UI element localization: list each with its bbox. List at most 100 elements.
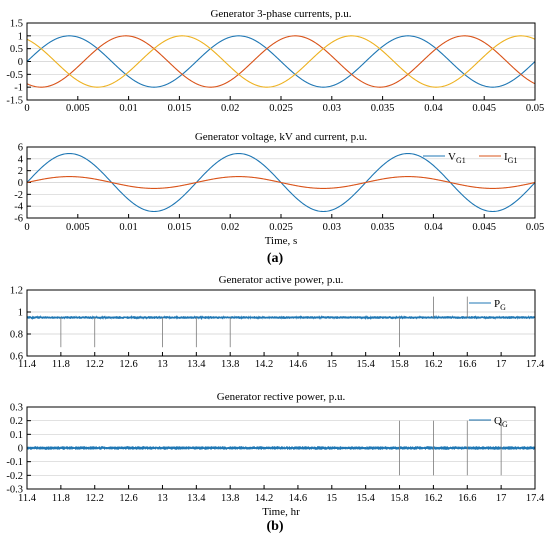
x-tick-label: 0.05 <box>526 222 544 233</box>
x-tick-label: 0.035 <box>371 103 395 114</box>
chart-title: Generator 3-phase currents, p.u. <box>210 8 351 20</box>
x-tick-label: 11.4 <box>18 493 37 504</box>
y-tick-label: 0 <box>18 57 23 68</box>
y-tick-label: -4 <box>14 202 23 213</box>
x-tick-label: 0.045 <box>472 103 496 114</box>
x-tick-label: 13.8 <box>221 359 239 370</box>
legend-label-subscript: G <box>500 303 506 312</box>
x-tick-label: 0.03 <box>323 222 341 233</box>
x-tick-label: 0.01 <box>119 222 137 233</box>
x-tick-label: 14.6 <box>289 493 307 504</box>
y-tick-label: -1.5 <box>6 96 23 107</box>
chart-2: Generator voltage, kV and current, p.u. -… <box>14 131 544 247</box>
x-axis-label: Time, hr <box>262 506 300 518</box>
x-tick-label: 15 <box>327 359 338 370</box>
y-tick-label: 6 <box>18 143 23 154</box>
y-tick-label: 1 <box>18 31 23 42</box>
x-tick-label: 0.03 <box>323 103 341 114</box>
series-line-1 <box>27 446 535 450</box>
chart-3: Generator active power, p.u. 0.6 0.8 1 1.2 11… <box>10 274 545 370</box>
x-tick-label: 11.8 <box>52 493 70 504</box>
plot-frame <box>26 146 536 219</box>
series-line-2 <box>27 176 535 189</box>
x-tick-label: 0.02 <box>221 103 239 114</box>
x-tick-label: 0.005 <box>66 103 90 114</box>
x-tick-label: 0.025 <box>269 222 293 233</box>
y-tick-label: -0.5 <box>6 70 23 81</box>
legend-label: IG1 <box>504 151 517 165</box>
x-tick-label: 16.2 <box>424 493 442 504</box>
x-tick-label: 14.2 <box>255 359 273 370</box>
chart-title: Generator voltage, kV and current, p.u. <box>195 131 368 143</box>
x-tick-label: 17.4 <box>526 493 545 504</box>
x-tick-label: 0.025 <box>269 103 293 114</box>
y-tick-label: 0.3 <box>10 403 23 414</box>
x-tick-label: 0.005 <box>66 222 90 233</box>
x-tick-label: 0 <box>24 222 29 233</box>
x-tick-label: 0.01 <box>119 103 137 114</box>
x-tick-label: 14.2 <box>255 493 273 504</box>
legend-label-subscript: G1 <box>508 156 518 165</box>
y-tick-label: 0.8 <box>10 330 23 341</box>
plot-frame <box>26 406 536 490</box>
plot-area <box>27 35 535 88</box>
chart-title: Generator active power, p.u. <box>219 274 344 286</box>
series-line-1 <box>27 35 535 88</box>
plot-frame <box>26 289 536 357</box>
series-line-3 <box>27 35 535 88</box>
x-tick-label: 0.05 <box>526 103 544 114</box>
plot-area <box>27 296 535 348</box>
x-tick-label: 15.8 <box>390 493 408 504</box>
x-tick-label: 16.6 <box>458 359 476 370</box>
y-tick-label: -0.1 <box>6 457 23 468</box>
legend-label: PG <box>494 298 506 312</box>
y-tick-label: 0.1 <box>10 430 23 441</box>
x-axis-label: Time, s <box>265 235 298 247</box>
x-tick-label: 17.4 <box>526 359 545 370</box>
y-tick-label: 0 <box>18 444 23 455</box>
x-tick-label: 16.2 <box>424 359 442 370</box>
y-tick-label: -2 <box>14 190 23 201</box>
y-tick-label: 1.5 <box>10 19 23 30</box>
y-tick-label: 4 <box>18 154 24 165</box>
x-tick-label: 17 <box>496 493 507 504</box>
x-tick-label: 0.035 <box>371 222 395 233</box>
legend: VG1 IG1 <box>423 151 517 165</box>
x-tick-label: 0 <box>24 103 29 114</box>
y-tick-label: -0.3 <box>6 485 23 496</box>
y-tick-label: 0 <box>18 178 23 189</box>
legend-label: QG <box>494 415 508 429</box>
x-tick-label: 14.6 <box>289 359 307 370</box>
x-tick-label: 0.04 <box>424 103 443 114</box>
x-tick-label: 0.045 <box>472 222 496 233</box>
y-tick-label: 0.5 <box>10 44 23 55</box>
x-tick-label: 15 <box>327 493 338 504</box>
x-tick-label: 13.4 <box>187 359 206 370</box>
x-tick-label: 12.6 <box>119 493 137 504</box>
x-tick-label: 11.4 <box>18 359 37 370</box>
x-tick-label: 12.2 <box>86 493 104 504</box>
legend: QG <box>469 415 508 429</box>
y-tick-label: 1.2 <box>10 286 23 297</box>
y-tick-label: 2 <box>18 166 23 177</box>
series-line-1 <box>27 314 535 321</box>
chart-title: Generator rective power, p.u. <box>217 391 346 403</box>
plot-area <box>27 152 535 213</box>
x-tick-label: 13 <box>157 493 168 504</box>
chart-4: Generator rective power, p.u. -0.3 -0.2 -0.… <box>6 391 545 518</box>
chart-1: Generator 3-phase currents, p.u. -1.5 -1 -0… <box>6 8 544 114</box>
panel-label-b: (b) <box>266 519 283 534</box>
plot-frame <box>26 22 536 101</box>
legend: PG <box>469 298 506 312</box>
panel-label-a: (a) <box>267 251 284 266</box>
x-tick-label: 13.4 <box>187 493 206 504</box>
y-tick-label: -1 <box>14 83 23 94</box>
x-tick-label: 15.4 <box>356 493 375 504</box>
x-tick-label: 12.2 <box>86 359 104 370</box>
y-tick-label: -0.2 <box>6 471 23 482</box>
legend-label-subscript: G1 <box>456 156 466 165</box>
y-tick-label: 0.2 <box>10 416 23 427</box>
x-tick-label: 17 <box>496 359 507 370</box>
y-tick-label: 0.6 <box>10 352 23 363</box>
